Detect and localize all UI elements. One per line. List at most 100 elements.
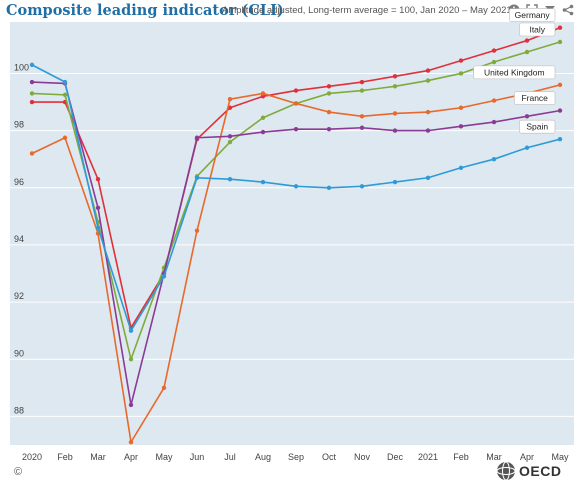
data-point-germany [29, 99, 35, 105]
data-point-italy [29, 91, 35, 96]
data-point-germany [95, 176, 101, 182]
data-point-spain [392, 179, 398, 185]
series-label-france: France [514, 91, 556, 105]
data-point-france [260, 129, 266, 135]
data-point-united-kingdom [260, 91, 266, 96]
data-point-united-kingdom [62, 135, 68, 140]
data-point-united-kingdom [293, 101, 299, 106]
x-tick-label: Apr [520, 452, 534, 462]
data-point-germany [326, 84, 332, 89]
series-label-text: Italy [529, 25, 545, 35]
series-label-spain: Spain [519, 119, 556, 134]
x-tick-label: Oct [322, 452, 337, 462]
series-labels: Germany Italy United Kingdom France Spain [473, 8, 556, 134]
data-point-united-kingdom [425, 109, 431, 115]
data-point-france [359, 125, 365, 130]
data-point-spain [260, 179, 266, 185]
series-label-text: Germany [515, 10, 551, 20]
x-tick-label: Mar [90, 452, 106, 462]
series-label-box [514, 91, 556, 105]
data-point-spain [194, 175, 200, 180]
data-point-united-kingdom [161, 385, 167, 391]
series-label-text: France [521, 93, 548, 103]
y-axis-ticks: 88 90 92 94 96 98 100 [14, 62, 29, 415]
data-point-spain [557, 136, 563, 142]
data-point-italy [128, 357, 134, 362]
data-point-france [458, 124, 464, 129]
y-tick-label: 94 [14, 234, 24, 244]
x-tick-label: 2020 [22, 452, 42, 462]
data-point-france [524, 114, 530, 119]
data-point-italy [326, 91, 332, 96]
data-point-united-kingdom [29, 151, 35, 156]
data-point-italy [227, 139, 233, 145]
data-point-germany [524, 38, 530, 43]
data-point-germany [425, 68, 431, 73]
data-point-france [326, 126, 332, 132]
series-lines [29, 25, 563, 445]
series-label-box [519, 22, 556, 37]
x-tick-label: Nov [354, 452, 371, 462]
data-point-united-kingdom [491, 98, 497, 103]
x-tick-label: 2021 [418, 452, 438, 462]
data-point-united-kingdom [359, 114, 365, 119]
data-point-france [227, 134, 233, 139]
oecd-logo[interactable]: OECD [496, 461, 561, 481]
data-point-united-kingdom [458, 105, 464, 110]
chart-header: Composite leading indicator (CLI) Amplit… [0, 0, 580, 22]
data-point-france [128, 402, 134, 408]
data-point-united-kingdom [392, 111, 398, 116]
data-point-spain [95, 225, 101, 230]
x-tick-label: Feb [453, 452, 469, 462]
series-label-box [519, 119, 556, 134]
data-point-united-kingdom [128, 439, 134, 445]
data-point-spain [524, 145, 530, 150]
data-point-france [194, 135, 200, 140]
data-point-france [95, 205, 101, 210]
data-point-italy [458, 71, 464, 76]
y-tick-label: 88 [14, 405, 24, 415]
plot-background [10, 22, 574, 445]
data-point-germany [557, 25, 563, 30]
series-label-box [508, 8, 556, 23]
data-point-united-kingdom [557, 82, 563, 88]
x-tick-label: Dec [387, 452, 404, 462]
data-point-spain [227, 176, 233, 182]
y-tick-label: 98 [14, 120, 24, 130]
x-tick-label: Jul [224, 452, 236, 462]
data-point-spain [293, 184, 299, 189]
data-point-united-kingdom [227, 96, 233, 102]
series-label-germany: Germany [508, 8, 556, 23]
data-point-germany [491, 48, 497, 53]
expand-icon[interactable] [525, 3, 538, 16]
y-tick-label: 90 [14, 348, 24, 358]
data-point-spain [491, 156, 497, 162]
data-point-italy [557, 39, 563, 45]
y-tick-label: 92 [14, 291, 24, 301]
series-label-text: Spain [526, 122, 548, 132]
series-label-text: United Kingdom [484, 67, 544, 77]
x-tick-label: Feb [57, 452, 73, 462]
oecd-logo-text: OECD [519, 463, 562, 479]
share-icon[interactable] [561, 3, 574, 16]
data-point-spain [326, 185, 332, 190]
data-point-france [425, 128, 431, 133]
copyright-text: © [14, 466, 23, 478]
data-point-france [293, 126, 299, 132]
series-label-italy: Italy [519, 22, 556, 37]
data-point-france [491, 119, 497, 125]
data-point-italy [524, 49, 530, 55]
data-point-france [392, 128, 398, 133]
data-point-spain [128, 328, 134, 333]
oecd-globe-icon [496, 461, 516, 481]
data-point-france [29, 79, 35, 85]
data-point-spain [425, 175, 431, 180]
data-point-spain [161, 274, 167, 279]
x-tick-label: Sep [288, 452, 304, 462]
data-point-spain [62, 79, 68, 85]
data-point-germany [458, 58, 464, 63]
y-tick-label: 96 [14, 177, 24, 187]
series-label-united-kingdom: United Kingdom [473, 65, 556, 80]
data-point-italy [359, 88, 365, 93]
